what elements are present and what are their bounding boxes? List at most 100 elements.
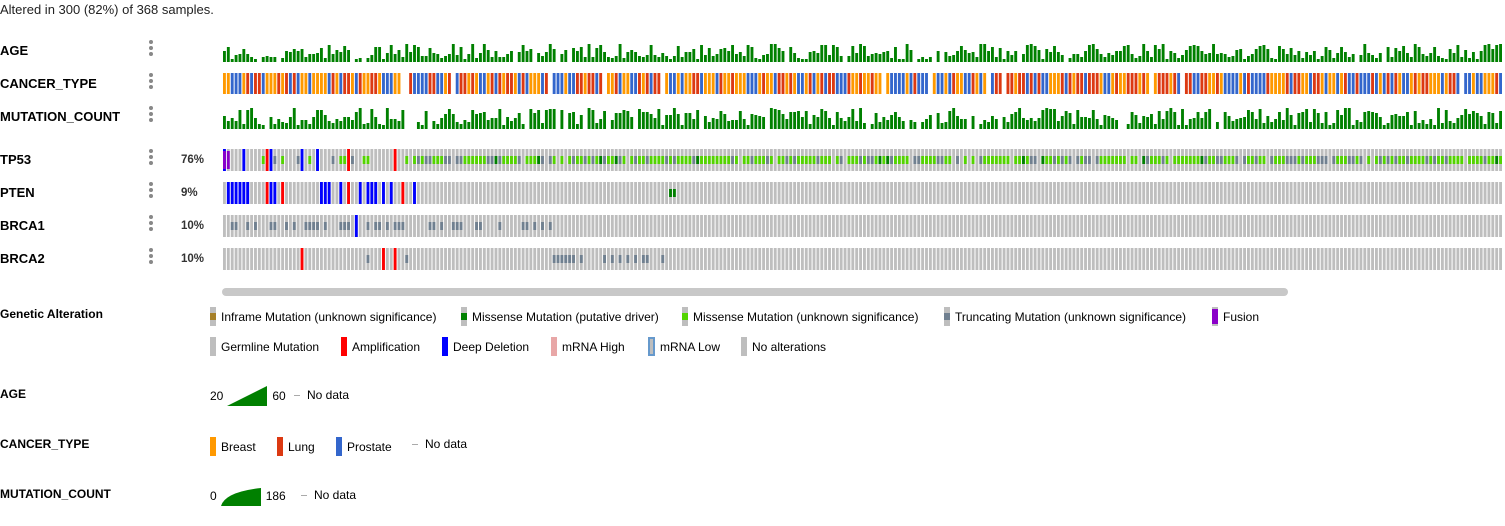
gene-cell xyxy=(428,182,432,204)
missense-cell xyxy=(607,156,610,164)
track-label-mutation-count: MUTATION_COUNT xyxy=(0,109,121,124)
gene-cell xyxy=(1060,182,1064,204)
gene-cell xyxy=(789,215,793,237)
track-menu-brca2[interactable] xyxy=(148,248,154,266)
gene-cell xyxy=(696,248,700,270)
gene-cell xyxy=(261,182,265,204)
cancer-type-cell xyxy=(824,73,828,94)
cancer-type-cell xyxy=(1053,73,1056,94)
gene-cell xyxy=(653,215,657,237)
cancer-type-cell xyxy=(1429,73,1433,94)
gene-cell xyxy=(940,215,944,237)
gene-cell xyxy=(932,248,936,270)
truncating-cell xyxy=(479,222,482,230)
cancer-type-cell xyxy=(537,73,541,94)
cancer-type-cell xyxy=(552,73,556,94)
mutation-count-bar xyxy=(1421,120,1425,129)
missense-cell xyxy=(1309,156,1312,164)
gene-cell xyxy=(1250,215,1254,237)
age-bar xyxy=(490,57,494,62)
gene-cell xyxy=(1468,182,1471,204)
mutation-count-bar xyxy=(742,119,746,129)
age-bar xyxy=(1297,51,1301,62)
gene-cell xyxy=(416,182,420,204)
gene-cell xyxy=(1274,215,1278,237)
mutation-count-bar xyxy=(1022,118,1025,129)
gene-cell xyxy=(1475,182,1479,204)
gene-cell xyxy=(909,182,913,204)
mutation-count-bar xyxy=(416,122,420,129)
gene-cell xyxy=(1150,182,1153,204)
gene-cell xyxy=(1386,182,1390,204)
cancer-type-cell xyxy=(486,73,490,94)
horizontal-scrollbar[interactable] xyxy=(222,288,1288,296)
gene-cell xyxy=(971,182,975,204)
legend-item-deep-deletion: Deep Deletion xyxy=(442,337,529,356)
mutation-count-bar xyxy=(1425,124,1429,129)
mutation-count-bar xyxy=(738,111,742,129)
age-bar xyxy=(1219,53,1223,62)
gene-cell xyxy=(494,215,498,237)
gene-cell xyxy=(661,182,665,204)
truncating-cell xyxy=(397,222,401,230)
gene-cell xyxy=(1087,182,1091,204)
legend-swatch-lung xyxy=(277,437,283,456)
cancer-type-cell xyxy=(556,73,560,94)
gene-cell xyxy=(459,248,463,270)
truncating-cell xyxy=(521,222,525,230)
gene-cell xyxy=(370,149,374,171)
track-menu-pten[interactable] xyxy=(148,182,154,200)
mutation-count-bar xyxy=(1429,119,1433,129)
gene-cell xyxy=(1421,215,1425,237)
cancer-type-cell xyxy=(1095,73,1099,94)
gene-cell xyxy=(610,215,614,237)
mutation-count-bar xyxy=(808,124,812,129)
gene-cell xyxy=(1305,248,1309,270)
gene-cell xyxy=(831,248,835,270)
oncoprint-grid[interactable] xyxy=(0,0,1505,280)
gene-cell xyxy=(820,248,824,270)
gene-cell xyxy=(486,215,490,237)
track-menu-age[interactable] xyxy=(148,40,154,58)
gene-cell xyxy=(319,248,323,270)
gene-cell xyxy=(928,215,932,237)
track-menu-mutation-count[interactable] xyxy=(148,106,154,124)
cancer-type-cell xyxy=(1491,73,1495,94)
gene-cell xyxy=(401,248,405,270)
gene-cell xyxy=(1320,215,1324,237)
gene-cell xyxy=(1157,182,1161,204)
missense-cell xyxy=(723,156,727,164)
mutation-count-bar xyxy=(1080,117,1084,129)
missense-cell xyxy=(630,156,634,164)
age-bar xyxy=(296,51,300,62)
cancer-type-cell xyxy=(1064,73,1068,94)
truncating-cell xyxy=(940,156,944,164)
age-bar xyxy=(1301,58,1305,62)
mutation-count-bar xyxy=(971,116,975,129)
mutation-count-bar xyxy=(1060,116,1064,129)
gene-cell xyxy=(1266,215,1270,237)
deep-deletion-cell xyxy=(319,182,323,204)
track-menu-cancer-type[interactable] xyxy=(148,73,154,91)
gene-cell xyxy=(1347,248,1351,270)
truncating-cell xyxy=(459,156,463,164)
missense-cell xyxy=(882,156,886,164)
gene-cell xyxy=(1487,182,1491,204)
truncating-cell xyxy=(979,156,983,164)
mutation-count-bar xyxy=(382,125,385,129)
gene-cell xyxy=(560,215,564,237)
gene-cell xyxy=(820,215,824,237)
track-menu-tp53[interactable] xyxy=(148,149,154,167)
gene-cell xyxy=(385,149,389,171)
track-menu-brca1[interactable] xyxy=(148,215,154,233)
gene-cell xyxy=(1103,215,1107,237)
gene-cell xyxy=(1495,248,1499,270)
missense-driver-cell xyxy=(494,156,498,164)
gene-cell xyxy=(991,182,994,204)
gene-cell xyxy=(1371,215,1374,237)
truncating-cell xyxy=(1235,156,1239,164)
mutation-count-bar xyxy=(587,108,591,129)
gene-cell xyxy=(1409,182,1413,204)
gene-cell xyxy=(769,182,773,204)
cancer-type-cell xyxy=(1235,73,1239,94)
